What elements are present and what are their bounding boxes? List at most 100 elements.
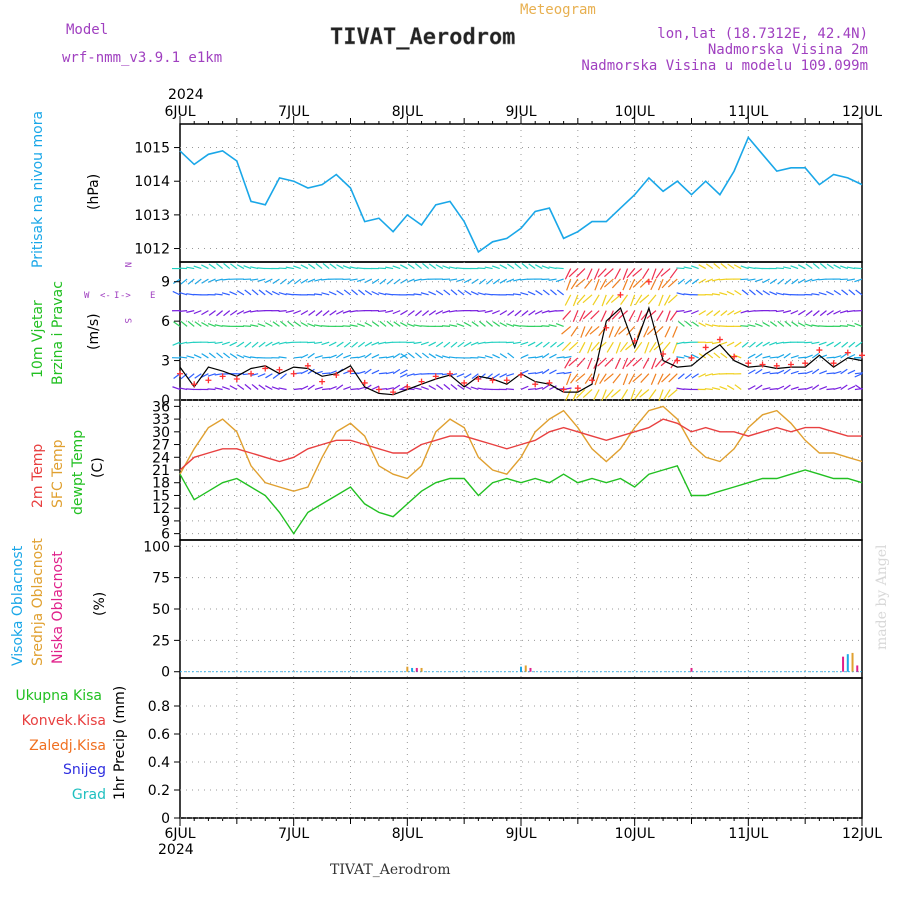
svg-text:N: N [122,262,132,267]
wind-arrow [308,263,316,270]
wind-arrow [683,266,692,270]
wind-arrow [285,341,294,344]
wind-arrow [847,385,856,391]
wind-arrow [484,355,493,359]
wind-arrow [568,268,579,278]
wind-arrow [172,341,181,346]
wind-arrow [672,341,678,354]
wind-arrow [413,341,422,345]
wind-arrow [386,320,394,327]
ytick-label: 1014 [134,174,170,190]
wind-arrow [385,387,394,391]
wind-arrow [349,324,358,327]
wind-arrow [651,357,657,370]
wind-arrow [704,341,713,344]
wind-arrow [833,370,842,375]
wind-arrow [741,341,749,348]
wind-arrow [535,355,544,359]
wind-arrow [790,265,799,270]
wind-arrow [818,278,827,281]
wind-arrow [201,373,209,378]
wind-arrow [243,355,252,359]
cloud-bar-visoka [846,654,849,672]
wind-arrow [315,310,323,317]
wind-arrow [605,294,614,305]
wind-arrow [611,310,621,320]
wind-arrow [848,341,856,348]
wind-arrow [300,385,309,391]
wind-arrow [356,323,365,327]
wind-arrow [392,384,401,390]
wind-arrow [727,310,735,316]
wind-arrow [587,341,593,354]
wind-arrow [221,325,230,327]
wind-arrow [229,353,238,359]
wind-arrow [812,263,820,270]
wind-arrow [456,267,465,270]
wind-arrow [597,268,607,278]
wind-arrow [541,384,550,390]
wind-arrow [307,352,315,359]
wind-arrow [783,352,791,359]
wind-arrow [244,341,252,348]
wind-arrow [575,373,586,382]
wind-arrow [399,369,408,375]
wind-arrow [564,357,572,369]
wind-arrow [499,322,508,327]
wind-arrow [534,310,543,315]
wind-gust-mark [589,377,596,384]
wind-arrow [486,278,493,285]
wind-arrow [393,321,401,327]
wind-arrow [186,310,195,313]
wind-arrow [541,325,550,327]
wind-arrow [392,265,401,270]
day-label-bottom: 11JUL [728,826,768,842]
wind-arrow [535,341,543,348]
wind-ylabel-line2: Brzina i Pravac [50,281,66,385]
wind-arrow [549,353,557,359]
wind-arrow [818,292,827,296]
wind-arrow [428,310,437,316]
wind-arrow [846,324,856,327]
wind-arrow [186,388,195,391]
wind-arrow [251,383,259,390]
wind-arrow [251,289,259,296]
wind-gust-mark [375,386,382,393]
wind-arrow [582,294,593,304]
wind-arrow [464,373,472,379]
wind-arrow [578,341,586,354]
wind-arrow [590,310,600,320]
cloud-bar-niska [529,667,532,672]
wind-arrow [223,262,231,270]
wind-arrow [618,325,628,335]
wind-arrow [477,267,486,270]
wind-arrow [201,321,209,327]
wind-arrow [748,341,756,348]
wind-arrow [748,385,756,391]
ytick-label: 15 [152,488,170,504]
wind-arrow [180,320,188,327]
wind-arrow [747,324,756,327]
cloud-bars [180,652,862,673]
wind-arrow [278,356,287,359]
wind-arrow [698,278,707,284]
wind-arrow [853,267,863,270]
wind-arrow [691,321,699,327]
wind-arrow [798,388,807,391]
wind-arrow [221,278,230,281]
meteogram-subtitle: Meteogram [520,2,596,18]
wind-arrow [805,263,813,270]
wind-arrow [308,310,316,316]
wind-arrow [650,373,657,386]
wind-arrow [669,310,678,321]
wind-arrow [690,265,699,270]
wind-arrow [833,341,842,348]
wind-arrow [593,389,600,401]
wind-arrow [711,293,721,296]
wind-arrow [677,320,685,327]
wind-arrow [711,278,721,282]
wind-arrow [663,389,671,400]
wind-arrow [776,354,785,359]
wind-arrow [599,278,607,290]
day-label-top: 10JUL [615,104,655,120]
